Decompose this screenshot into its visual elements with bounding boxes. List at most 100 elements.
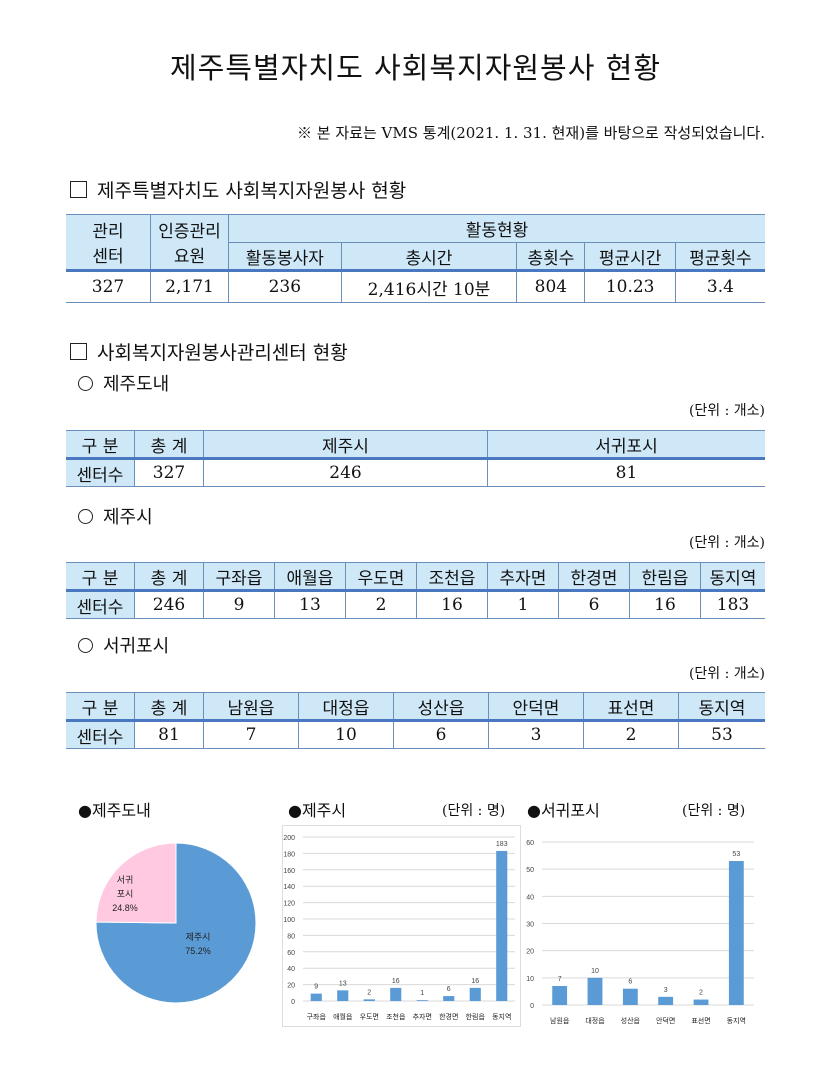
y-tick-label: 0 — [530, 1003, 534, 1010]
bar — [496, 850, 508, 1001]
table-row: 센터수 327 246 81 — [66, 457, 765, 487]
bar — [390, 987, 402, 1001]
table-row: 센터수 246 9 13 2 16 1 6 16 183 — [66, 589, 765, 619]
cell: 804 — [516, 269, 586, 303]
x-tick-label: 한림읍 — [466, 1013, 486, 1021]
cell: 2,416시간 10분 — [340, 269, 518, 303]
x-tick-label: 애월읍 — [333, 1012, 353, 1021]
data-label: 6 — [447, 986, 451, 993]
data-label: 10 — [591, 968, 599, 975]
table-header: 표선면 — [583, 692, 679, 721]
subheading-jeju-do: 제주도내 — [78, 370, 169, 396]
y-tick-label: 180 — [283, 851, 295, 858]
y-tick-label: 50 — [526, 867, 534, 874]
bar — [416, 1000, 428, 1001]
bar — [443, 996, 455, 1001]
table-header: 남원읍 — [203, 692, 299, 721]
bar1-title: ●제주시 — [288, 801, 347, 820]
bar-chart-jeju-si: 0 20 40 60 80 100 120 140 160 180 200 9 구좌읍 13 애월읍 2 우도면… — [282, 825, 521, 1027]
y-tick-label: 20 — [287, 983, 295, 990]
circle-icon — [78, 508, 93, 524]
table-header: 조천읍 — [416, 562, 488, 591]
subheading-text: 제주시 — [103, 507, 153, 528]
circle-icon — [78, 637, 93, 653]
cell: 1 — [487, 589, 559, 619]
section2-heading-text: 사회복지자원봉사관리센터 현황 — [97, 342, 348, 364]
pie-title: ●제주도내 — [78, 801, 151, 820]
header-staff: 인증관리 요원 — [150, 214, 229, 271]
y-tick-label: 0 — [291, 999, 295, 1006]
unit-label: (단위 : 개소) — [688, 666, 765, 682]
header-avg-count: 평균횟수 — [674, 242, 765, 271]
section1-heading: 제주특별자치도 사회복지자원봉사 현황 — [70, 176, 406, 203]
y-tick-label: 120 — [283, 901, 295, 908]
row-label: 센터수 — [66, 719, 135, 749]
cell: 6 — [558, 589, 630, 619]
data-label: 2 — [367, 989, 371, 996]
cell: 13 — [274, 589, 346, 619]
data-label: 1 — [420, 990, 424, 997]
pie-label: 제주시 — [186, 932, 211, 942]
x-tick-label: 한경면 — [439, 1012, 458, 1021]
data-label: 3 — [664, 987, 668, 994]
table-header: 구 분 — [66, 430, 135, 459]
table-header: 서귀포시 — [487, 430, 765, 459]
cell: 246 — [203, 457, 488, 487]
table-row: 센터수 81 7 10 6 3 2 53 — [66, 719, 765, 749]
data-label: 9 — [314, 984, 318, 991]
table-header: 우도면 — [345, 562, 417, 591]
table-header: 총 계 — [134, 692, 204, 721]
cell: 3.4 — [674, 269, 765, 303]
y-tick-label: 40 — [526, 894, 534, 901]
data-label: 13 — [339, 980, 347, 987]
cell: 327 — [66, 269, 151, 303]
bar — [469, 987, 481, 1001]
section1-heading-text: 제주특별자치도 사회복지자원봉사 현황 — [97, 180, 407, 202]
y-tick-label: 20 — [526, 949, 534, 956]
page-title: 제주특별자치도 사회복지자원봉사 현황 — [170, 51, 661, 85]
cell: 10.23 — [584, 269, 676, 303]
cell: 6 — [393, 719, 489, 749]
bar — [552, 985, 568, 1005]
bar — [622, 988, 638, 1005]
cell: 327 — [134, 457, 204, 487]
bar — [310, 993, 322, 1001]
cell: 16 — [416, 589, 488, 619]
cell: 81 — [134, 719, 204, 749]
cell: 53 — [678, 719, 765, 749]
table-header: 한림읍 — [629, 562, 701, 591]
table-header: 총 계 — [134, 430, 204, 459]
x-tick-label: 구좌읍 — [307, 1012, 327, 1021]
bar-chart-seogwipo: 0 10 20 30 40 50 60 7 남원읍 10 대정읍 6 성산읍 3 안덕면 2 표선면 53 동지역 — [526, 840, 754, 1025]
row-label: 센터수 — [66, 589, 135, 619]
y-tick-label: 30 — [526, 922, 534, 929]
pie-label: 서귀 — [117, 875, 134, 885]
pie-value-label: 75.2% — [185, 946, 211, 956]
pie-slice-1 — [95, 842, 177, 924]
x-tick-label: 추자면 — [413, 1012, 432, 1021]
cell: 2 — [583, 719, 679, 749]
header-volunteers: 활동봉사자 — [228, 242, 342, 271]
pie-value-label: 24.8% — [112, 903, 138, 913]
bar2-unit: (단위 : 명) — [682, 803, 746, 819]
table-row: 327 2,171 236 2,416시간 10분 804 10.23 3.4 — [66, 269, 765, 303]
cell: 9 — [203, 589, 275, 619]
bar — [693, 999, 709, 1005]
x-tick-label: 남원읍 — [550, 1016, 570, 1025]
cell: 16 — [629, 589, 701, 619]
bar — [337, 990, 349, 1001]
bar — [587, 977, 603, 1005]
table-header: 총 계 — [134, 562, 204, 591]
x-tick-label: 대정읍 — [585, 1016, 605, 1025]
header-center: 관리 센터 — [66, 214, 151, 271]
data-label: 16 — [471, 978, 479, 985]
bar1-unit: (단위 : 명) — [442, 803, 506, 819]
table-header: 동지역 — [700, 562, 765, 591]
x-tick-label: 우도면 — [360, 1012, 379, 1021]
x-tick-label: 동지역 — [727, 1016, 746, 1025]
data-label: 7 — [558, 976, 562, 983]
cell: 2 — [345, 589, 417, 619]
cell: 183 — [700, 589, 765, 619]
